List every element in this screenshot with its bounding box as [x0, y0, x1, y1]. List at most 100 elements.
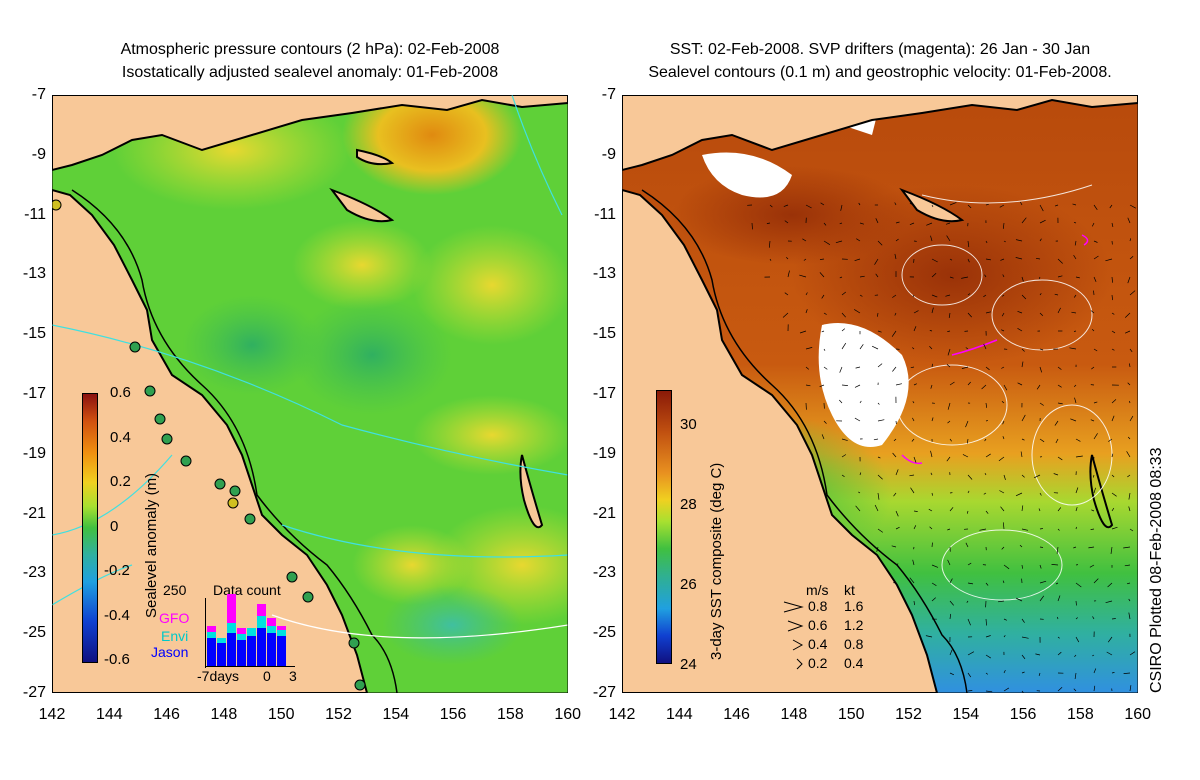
velocity-arrow: [985, 203, 989, 206]
legend-jason: Jason: [151, 644, 189, 660]
velocity-arrow: [854, 258, 861, 262]
velocity-arrow: [1075, 617, 1078, 620]
velocity-arrow: [1073, 294, 1077, 298]
velocity-arrow: [1039, 238, 1042, 242]
velocity-arrow: [1108, 438, 1113, 442]
velocity-arrow: [1056, 546, 1059, 554]
velocity-arrow: [931, 417, 934, 422]
velocity-arrow: [946, 363, 951, 368]
sst-colorbar: [656, 390, 672, 664]
lat-tick-label: -9: [601, 145, 616, 163]
velocity-arrow: [1111, 330, 1116, 334]
geostrophic-velocity-arrows: [747, 201, 1136, 693]
velocity-arrow: [839, 366, 843, 373]
velocity-arrow: [1057, 595, 1061, 602]
velocity-arrow: [910, 366, 915, 369]
velocity-arrow: [931, 363, 933, 368]
velocity-arrow: [1072, 203, 1077, 206]
velocity-arrow: [1111, 294, 1113, 301]
velocity-arrow: [1039, 564, 1042, 569]
velocity-arrow: [1038, 276, 1041, 280]
velocity-arrow: [841, 384, 848, 386]
lat-tick-label: -19: [592, 444, 616, 462]
velocity-arrow: [1093, 487, 1096, 494]
velocity-arrow: [1090, 419, 1095, 422]
velocity-arrow: [985, 618, 987, 626]
velocity-arrow: [1057, 307, 1061, 314]
velocity-arrow: [768, 240, 771, 248]
velocity-arrow: [949, 202, 957, 206]
velocity-arrow: [1057, 258, 1063, 264]
velocity-arrow: [1054, 420, 1059, 426]
velocity-arrow: [931, 294, 938, 298]
lon-tick-label: 146: [153, 706, 180, 723]
velocity-arrow: [931, 258, 938, 263]
velocity-arrow: [913, 510, 918, 512]
velocity-arrow: [1038, 672, 1041, 677]
velocity-arrow: [854, 309, 861, 314]
velocity-arrow: [985, 311, 991, 314]
velocity-arrow: [1015, 239, 1023, 242]
velocity-arrow: [875, 218, 879, 224]
velocity-arrow: [967, 562, 972, 566]
velocity-arrow: [1107, 582, 1113, 588]
velocity-arrow: [856, 238, 861, 242]
velocity-arrow: [1093, 578, 1099, 584]
velocity-arrow: [805, 292, 808, 296]
velocity-arrow: [769, 258, 772, 261]
velocity-arrow: [949, 649, 953, 656]
velocity-arrow: [823, 222, 827, 226]
velocity-arrow: [875, 273, 879, 278]
velocity-arrow: [967, 312, 972, 318]
velocity-arrow: [947, 402, 951, 410]
velocity-arrow: [1126, 582, 1131, 585]
velocity-arrow: [877, 330, 882, 333]
velocity-arrow: [1073, 255, 1077, 260]
sst-map: [622, 95, 1138, 693]
velocity-arrow: [892, 452, 897, 458]
lon-tick-label: 144: [665, 706, 693, 723]
velocity-arrow: [1039, 580, 1047, 584]
velocity-arrow: [877, 528, 884, 533]
sla-colorbar-tick: -0.6: [104, 651, 130, 668]
velocity-arrow: [929, 526, 933, 530]
velocity-arrow: [985, 258, 991, 261]
velocity-arrow: [877, 456, 881, 459]
velocity-arrow: [1111, 672, 1115, 674]
velocity-arrow: [928, 508, 933, 512]
velocity-arrow: [983, 294, 987, 298]
legend-gfo: GFO: [159, 610, 190, 626]
velocity-arrow: [912, 417, 915, 422]
sst-colorbar-tick: 30: [680, 416, 697, 433]
velocity-arrow: [1039, 312, 1044, 317]
velocity-arrow: [1091, 366, 1095, 370]
sealevel-white-line: [271, 614, 568, 639]
velocity-arrow: [1002, 294, 1005, 297]
velocity-arrow: [1039, 293, 1042, 296]
velocity-arrow: [1093, 348, 1098, 352]
lon-tick-label: 152: [325, 706, 352, 723]
lat-tick-label: -19: [22, 444, 46, 462]
lon-tick-label: 158: [497, 706, 524, 723]
velocity-arrow: [1003, 564, 1010, 570]
velocity-arrow: [1093, 685, 1096, 692]
velocity-arrow: [912, 347, 915, 350]
velocity-arrow: [1057, 384, 1062, 388]
velocity-arrow: [966, 600, 969, 603]
velocity-arrow: [913, 326, 917, 332]
velocity-arrow: [967, 293, 971, 296]
velocity-arrow: [1057, 402, 1063, 405]
lon-tick-label: 154: [382, 706, 410, 723]
png-land: [622, 95, 1138, 172]
velocity-arrow: [1093, 290, 1095, 296]
velocity-legend-kt: 1.6: [844, 598, 864, 614]
velocity-arrow: [931, 307, 934, 314]
velocity-arrow: [931, 204, 934, 208]
velocity-arrow: [949, 438, 952, 442]
velocity-arrow: [979, 528, 987, 531]
velocity-arrow: [823, 312, 827, 315]
velocity-arrow: [1069, 347, 1077, 350]
velocity-arrow: [931, 542, 933, 548]
pressure-contour: [52, 454, 173, 536]
velocity-arrow: [1021, 361, 1024, 368]
